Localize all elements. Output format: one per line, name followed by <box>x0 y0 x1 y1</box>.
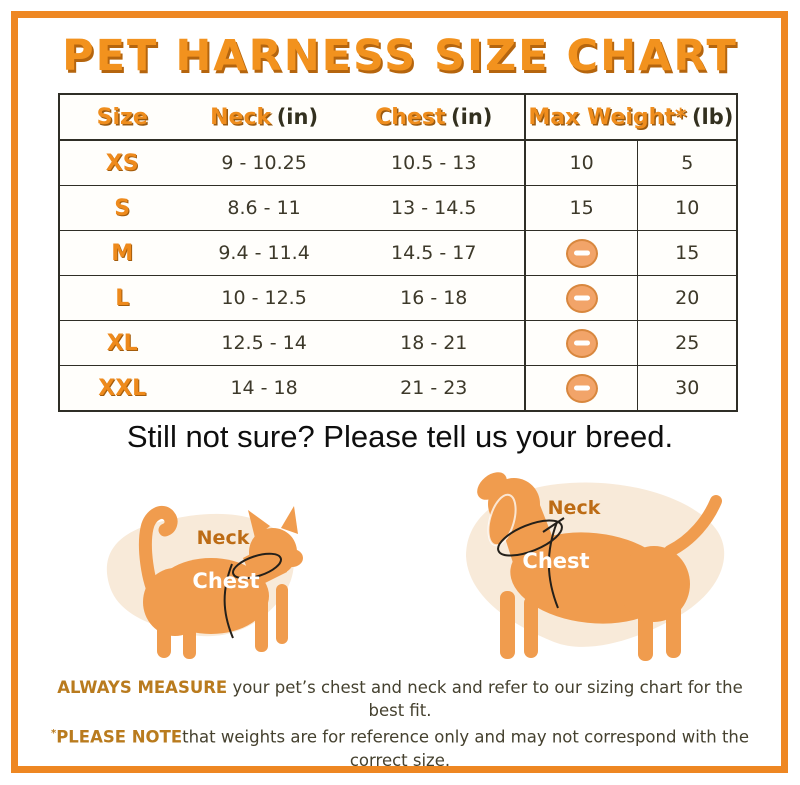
footer-line-1-text: your pet’s chest and neck and refer to o… <box>227 678 743 720</box>
neck-range-cell: 8.6 - 11 <box>184 185 344 231</box>
dog-haunch <box>618 546 690 622</box>
footer-line-1: ALWAYS MEASURE your pet’s chest and neck… <box>40 676 760 722</box>
dog-chest-label: Chest <box>522 549 589 573</box>
size-cell: M <box>59 230 185 276</box>
max-weight-cell-1: 10 <box>523 140 638 186</box>
neck-range-cell: 10 - 12.5 <box>184 275 344 321</box>
size-cell: XS <box>59 140 185 186</box>
max-weight-cell-2: 20 <box>637 275 737 321</box>
footer-notes: ALWAYS MEASURE your pet’s chest and neck… <box>40 676 760 772</box>
neck-range-cell: 12.5 - 14 <box>184 320 344 366</box>
header-size-label: Size <box>96 104 148 130</box>
page-title: PET HARNESS SIZE CHART <box>62 31 738 81</box>
size-cell: L <box>59 275 185 321</box>
footer-line-2-bold: PLEASE NOTE <box>56 727 183 747</box>
footer-line-1-bold: ALWAYS MEASURE <box>57 678 228 697</box>
neck-range-cell: 9 - 10.25 <box>184 140 344 186</box>
size-label: L <box>115 285 130 311</box>
footnote-asterisk: * <box>50 728 57 739</box>
max-weight-cell-2: 5 <box>637 140 737 186</box>
neck-range-cell: 14 - 18 <box>230 377 298 399</box>
size-cell: S <box>59 185 185 231</box>
table-header-row: Size Neck (in) Chest (in) Max Weight* (l… <box>59 94 737 141</box>
chest-range-cell: 14.5 - 17 <box>343 230 525 276</box>
table-row-l: L 10 - 12.5 16 - 18 20 <box>59 275 737 321</box>
header-neck: Neck (in) <box>184 94 344 141</box>
chest-range-cell: 13 - 14.5 <box>343 185 525 231</box>
neck-measure-ellipse <box>497 519 563 557</box>
max-weight-cell-1 <box>523 230 638 276</box>
neck-label-pointer-line <box>542 517 565 533</box>
minus-icon <box>565 373 598 403</box>
max-weight-cell-2: 15 <box>637 230 737 276</box>
minus-icon <box>565 238 598 268</box>
dog-front-leg <box>524 596 538 658</box>
size-cell: XXL <box>59 366 184 412</box>
table-row-xl: XL 12.5 - 14 18 - 21 25 <box>59 320 737 366</box>
size-cell: XL <box>59 320 185 366</box>
table-row-xxl: XXL 14 - 18 21 - 23 30 <box>59 365 737 412</box>
table-row-m: M 9.4 - 11.4 14.5 - 17 15 <box>59 230 737 276</box>
table-body: XS 9 - 10.25 10.5 - 13 10 5 S 8.6 - 11 13 - 14.… <box>59 140 737 411</box>
header-size: Size <box>59 94 185 141</box>
max-weight-cell-2: 10 <box>637 185 737 231</box>
max-weight-cell-2: 30 <box>637 365 737 411</box>
footer-line-2-text: that weights are for reference only and … <box>182 727 750 770</box>
cat-illustration: Neck Chest <box>106 506 303 659</box>
header-max-weight-unit: (lb) <box>691 104 734 129</box>
neck-measure-ellipse <box>232 552 282 580</box>
table-row-s: S 8.6 - 11 13 - 14.5 15 10 <box>59 185 737 231</box>
header-chest-label: Chest <box>375 104 446 130</box>
decorative-border <box>11 11 788 773</box>
max-weight-cell-1 <box>523 275 638 321</box>
header-neck-unit: (in) <box>276 104 319 129</box>
chest-range-cell: 10.5 - 13 <box>343 140 525 186</box>
size-label: XXL <box>98 375 147 401</box>
dog-front-leg <box>500 591 515 659</box>
size-label: M <box>111 240 134 266</box>
dog-muzzle <box>477 472 507 500</box>
header-max-weight: Max Weight* (lb) <box>523 94 737 141</box>
chest-measure-line <box>223 563 234 639</box>
neck-range-cell: 9.4 - 11.4 <box>184 230 344 276</box>
chest-measure-line <box>547 521 559 609</box>
cat-muzzle <box>281 549 303 567</box>
header-neck-label: Neck <box>210 104 272 130</box>
header-chest-unit: (in) <box>451 104 493 129</box>
cat-neck-label: Neck <box>197 527 250 549</box>
cat-chest-label: Chest <box>192 569 259 593</box>
dog-neck-label: Neck <box>548 497 601 519</box>
header-chest: Chest (in) <box>343 94 525 141</box>
size-label: XS <box>105 150 139 176</box>
chest-range-cell: 16 - 18 <box>343 275 525 321</box>
dog-illustration: Neck Chest <box>466 472 725 661</box>
cat-haunch <box>143 568 207 636</box>
chest-range-cell: 21 - 23 <box>400 377 468 399</box>
dog-ear <box>487 493 517 547</box>
size-label: XL <box>106 330 138 356</box>
cat-front-leg <box>276 584 288 644</box>
table-row-xs: XS 9 - 10.25 10.5 - 13 10 5 <box>59 140 737 186</box>
size-chart-table: Size Neck (in) Chest (in) Max Weight* (l… <box>58 93 738 412</box>
dog-tail <box>664 495 722 557</box>
cat-tail <box>138 506 178 605</box>
max-weight-cell-1: 15 <box>523 185 638 231</box>
subtitle-text: Still not sure? Please tell us your bree… <box>126 419 674 454</box>
chest-range-cell: 18 - 21 <box>343 320 525 366</box>
max-weight-cell-1 <box>523 365 638 411</box>
max-weight-cell-1 <box>523 320 638 366</box>
size-label: S <box>114 195 131 221</box>
cat-ear <box>248 510 270 538</box>
footer-line-2: *PLEASE NOTEthat weights are for referen… <box>40 722 760 772</box>
minus-icon <box>565 283 598 313</box>
header-max-weight-label: Max Weight* <box>528 104 687 130</box>
cat-ear <box>281 506 298 534</box>
minus-icon <box>565 328 598 358</box>
max-weight-cell-2: 25 <box>637 320 737 366</box>
